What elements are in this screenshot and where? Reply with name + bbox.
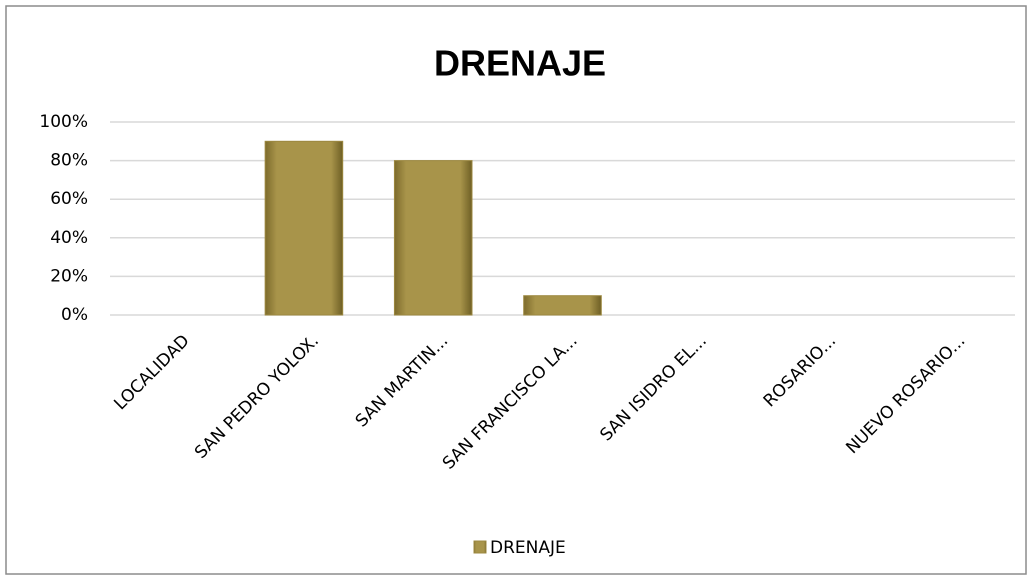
y-tick-label: 60% (50, 189, 88, 209)
bar (523, 295, 602, 316)
bar (264, 140, 344, 316)
y-tick-label: 80% (50, 151, 88, 171)
y-tick-label: 20% (50, 266, 88, 286)
bar (393, 160, 473, 316)
y-tick-label: 40% (50, 228, 88, 248)
legend-swatch (473, 540, 487, 554)
chart-border (5, 5, 1027, 575)
chart-title: DRENAJE (434, 43, 606, 84)
y-tick-label: 0% (61, 305, 88, 325)
y-tick-label: 100% (39, 112, 88, 132)
legend-label: DRENAJE (490, 538, 566, 558)
